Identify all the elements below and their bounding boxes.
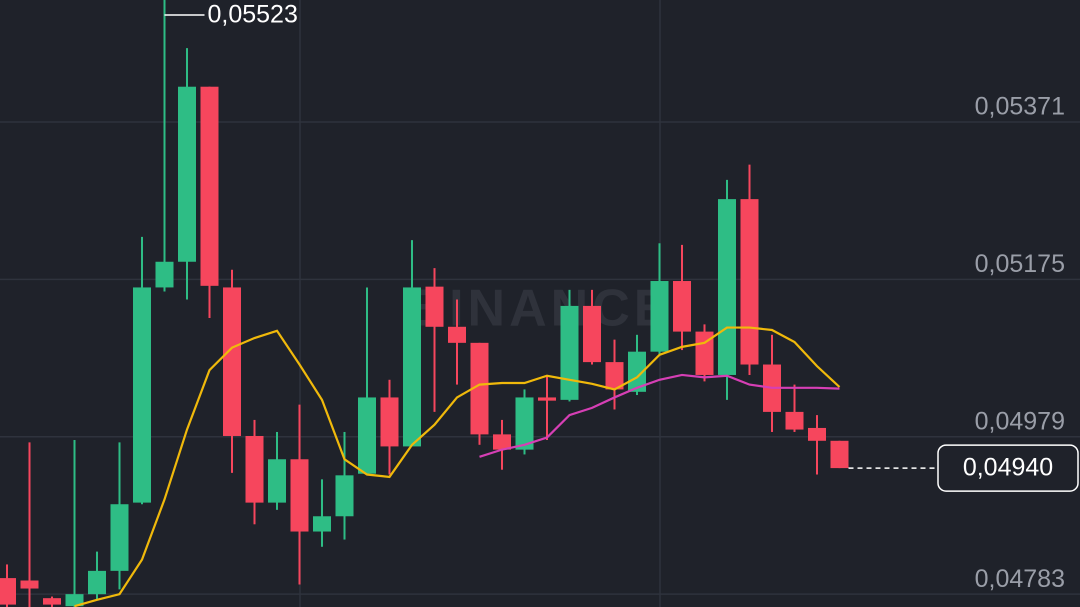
y-tick-label: 0,04783 (975, 565, 1065, 593)
candle-body (470, 342, 489, 435)
candle-body (155, 261, 174, 288)
candle-body (358, 397, 376, 474)
candle-body (223, 287, 241, 436)
last-price-box (937, 444, 1079, 492)
candle-body (200, 86, 219, 286)
ma-line (74, 326, 841, 607)
candle-body (560, 305, 579, 400)
y-tick-label: 0,05175 (975, 250, 1065, 278)
candle-body (515, 397, 534, 450)
candle-body (245, 435, 264, 503)
candle-body (785, 411, 804, 430)
candle-body (605, 362, 624, 390)
candle-body (20, 580, 39, 589)
y-tick-label: 0,04979 (975, 407, 1065, 435)
candle-body (673, 281, 691, 332)
max-label: 0,05523 (208, 1, 298, 29)
candle-body (43, 598, 61, 605)
ma-line (479, 373, 840, 458)
candle-body (628, 351, 646, 392)
candle-body (268, 459, 286, 503)
candle-body (380, 397, 399, 447)
candle-body (313, 516, 331, 532)
candle-body (448, 326, 466, 343)
watermark: BINANCE (408, 280, 673, 338)
candle-body (133, 287, 151, 503)
plot (0, 0, 849, 607)
candle-body (493, 434, 511, 450)
candle-body (583, 305, 601, 363)
y-tick-label: 0,05371 (975, 93, 1065, 121)
candle-body (403, 287, 421, 447)
candle-body (650, 281, 669, 352)
candle-body (110, 504, 129, 571)
candle-body (538, 397, 556, 401)
candle-body (335, 475, 354, 517)
candle-body (740, 199, 759, 365)
labels: 0,04783 0,04979 0,05175 0,05371 0,05523 0,049… (164, 1, 1079, 593)
candle-body (290, 459, 309, 532)
candle-body (88, 570, 106, 595)
candle-body (65, 594, 84, 607)
candle-body (830, 440, 849, 469)
candle-body (425, 286, 444, 327)
last-price-label: 0,04940 (963, 454, 1053, 482)
candle-body (0, 578, 16, 605)
candle-body (718, 199, 736, 375)
candle-body (695, 331, 714, 375)
candle-body (808, 427, 826, 441)
candle-body (178, 86, 196, 262)
grid (0, 121, 1080, 595)
